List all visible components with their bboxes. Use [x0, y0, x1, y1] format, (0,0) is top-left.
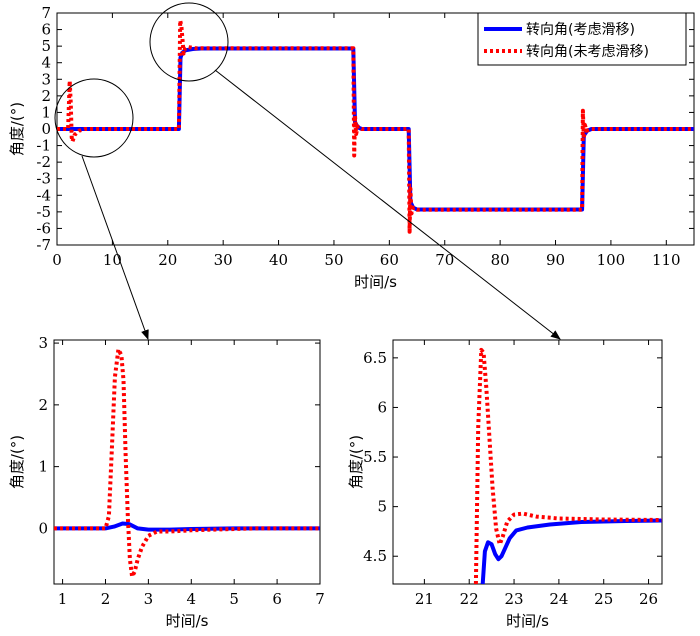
- x-tick-label: 30: [214, 251, 233, 269]
- y-axis-label: 角度/(°): [8, 102, 26, 156]
- x-tick-label: 110: [652, 251, 681, 269]
- y-tick-label: -3: [36, 170, 51, 188]
- y-tick-label: 1: [41, 103, 51, 121]
- y-tick-label: 6.5: [363, 349, 387, 367]
- x-tick-label: 6: [272, 590, 282, 608]
- x-tick-label: 80: [491, 251, 510, 269]
- x-axis-label: 时间/s: [506, 612, 549, 630]
- y-tick-label: 0: [38, 519, 48, 537]
- y-tick-label: 7: [41, 4, 51, 22]
- chart-panel-zoom-right: 21 22 23 24 25 26 4.5 5 5.5 6 6.5 时间/s 角度/(°): [347, 339, 663, 630]
- plot-area: [53, 339, 321, 585]
- series-line-1: [480, 518, 662, 584]
- y-tick-label: -1: [36, 137, 51, 155]
- x-tick-label: 50: [324, 251, 343, 269]
- x-tick-label: 22: [460, 590, 479, 608]
- y-tick-label: 4: [41, 54, 51, 72]
- y-tick-label: 3: [41, 70, 51, 88]
- y-tick-label: 3: [38, 334, 48, 352]
- y-tick-label: 5: [377, 498, 387, 516]
- x-tick-label: 70: [435, 251, 454, 269]
- x-tick-label: 4: [187, 590, 197, 608]
- legend-label-series-2: 转向角(未考虑滑移): [526, 43, 649, 60]
- x-tick-label: 40: [269, 251, 288, 269]
- zoom-arrow-right: [214, 69, 561, 340]
- x-tick-label: 1: [58, 590, 68, 608]
- x-tick-label: 20: [158, 251, 177, 269]
- y-tick-label: 6: [41, 21, 51, 39]
- x-tick-label: 21: [415, 590, 434, 608]
- x-tick-label: 26: [639, 590, 658, 608]
- legend-box: [477, 12, 687, 66]
- series-group: [54, 347, 320, 579]
- zoom-callouts: [54, 2, 561, 340]
- x-tick-label: 90: [546, 251, 565, 269]
- x-tick-label: 100: [597, 251, 626, 269]
- y-tick-label: 0: [41, 120, 51, 138]
- y-tick-label: -2: [36, 153, 51, 171]
- x-tick-label: 60: [380, 251, 399, 269]
- series-group: [57, 18, 694, 234]
- zoom-arrow-left: [81, 155, 149, 340]
- legend-label-series-1: 转向角(考虑滑移): [526, 21, 635, 38]
- y-tick-label: 2: [38, 396, 48, 414]
- y-tick-label: -6: [36, 219, 51, 237]
- plot-area: [392, 339, 663, 585]
- chart-panel-zoom-left: 1 2 3 4 5 6 7 0 1 2 3 时间/s 角度/(°): [8, 334, 325, 630]
- y-axis-label: 角度/(°): [347, 435, 365, 489]
- x-tick-label: 24: [549, 590, 568, 608]
- x-axis-label: 时间/s: [354, 273, 397, 291]
- x-tick-label: 0: [52, 251, 62, 269]
- series-line-2: [473, 347, 662, 584]
- series-line-1: [54, 521, 320, 532]
- x-tick-label: 2: [101, 590, 111, 608]
- x-tick-label: 23: [505, 590, 524, 608]
- y-axis-label: 角度/(°): [8, 435, 26, 489]
- y-tick-label: -5: [36, 203, 51, 221]
- y-tick-label: 5.5: [363, 448, 387, 466]
- y-tick-label: 1: [38, 458, 48, 476]
- zoom-circle-left: [54, 78, 134, 158]
- y-tick-label: -7: [36, 236, 51, 254]
- x-tick-label: 3: [144, 590, 154, 608]
- y-tick-label: 6: [377, 398, 387, 416]
- y-tick-label: -4: [36, 186, 51, 204]
- y-tick-label: 4.5: [363, 547, 387, 565]
- x-tick-label: 7: [315, 590, 325, 608]
- y-tick-label: 5: [41, 37, 51, 55]
- legend: 转向角(考虑滑移) 转向角(未考虑滑移): [477, 12, 687, 66]
- zoom-circle-right: [149, 2, 229, 82]
- x-axis-label: 时间/s: [166, 612, 209, 630]
- x-tick-label: 10: [103, 251, 122, 269]
- y-tick-label: 2: [41, 87, 51, 105]
- series-line-2: [57, 18, 694, 234]
- x-tick-label: 25: [594, 590, 613, 608]
- series-group: [473, 347, 662, 584]
- x-tick-label: 5: [229, 590, 239, 608]
